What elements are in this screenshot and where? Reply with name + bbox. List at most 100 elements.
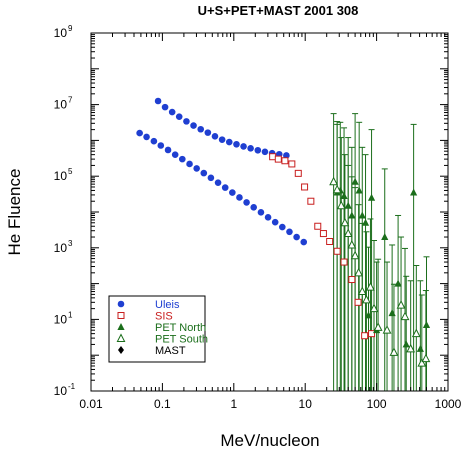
y-tick-label: 10 xyxy=(54,169,68,183)
uleis-point xyxy=(193,165,200,172)
sis-point xyxy=(301,183,309,191)
uleis-point xyxy=(204,129,212,136)
y-tick-label: 10 xyxy=(54,26,68,40)
pet-north-point xyxy=(388,309,396,317)
uleis-point xyxy=(168,108,176,116)
y-tick-label: 10 xyxy=(54,312,68,326)
pet-north-point xyxy=(348,211,356,219)
uleis-point xyxy=(154,97,162,105)
uleis-point xyxy=(207,174,215,182)
uleis-point xyxy=(171,151,179,158)
plot-area xyxy=(136,97,431,391)
sis-point xyxy=(307,197,315,205)
y-tick-exponent: 7 xyxy=(68,96,73,105)
legend-marker-pet-north xyxy=(117,323,125,330)
sis-point xyxy=(340,258,348,266)
pet-north-point xyxy=(351,177,359,185)
pet-north-point xyxy=(367,193,376,201)
pet-south-point xyxy=(357,286,367,296)
pet-south-point xyxy=(396,300,406,309)
pet-north-point xyxy=(361,218,370,226)
uleis-point xyxy=(136,129,143,137)
uleis-point xyxy=(247,145,254,152)
sis-point xyxy=(274,155,282,163)
uleis-point xyxy=(211,133,219,140)
x-tick-label: 0.1 xyxy=(154,397,171,411)
x-tick-label: 100 xyxy=(367,397,387,411)
sis-point xyxy=(314,222,322,230)
x-tick-label: 1000 xyxy=(435,397,462,411)
legend-marker-uleis xyxy=(117,300,125,308)
uleis-point xyxy=(243,199,250,206)
sis-point xyxy=(319,230,327,238)
legend-label: PET North xyxy=(155,322,206,334)
pet-south-point xyxy=(347,239,357,249)
pet-south-point xyxy=(406,343,416,353)
uleis-point xyxy=(300,238,308,246)
pet-north-point xyxy=(422,320,431,328)
pet-north-point xyxy=(381,233,389,241)
pet-south-point xyxy=(421,353,431,363)
legend-box xyxy=(108,295,206,363)
uleis-point xyxy=(257,209,265,216)
uleis-point xyxy=(164,146,172,154)
pet-south-point xyxy=(361,294,371,304)
pet-south-point xyxy=(366,281,375,291)
pet-north-point xyxy=(344,201,352,209)
pet-south-point xyxy=(329,176,339,186)
y-tick-exponent: 9 xyxy=(68,24,73,33)
pet-north-point xyxy=(340,191,348,199)
pet-south-point xyxy=(340,217,350,227)
uleis-point xyxy=(218,136,226,143)
uleis-point xyxy=(283,152,290,159)
pet-south-point xyxy=(350,250,360,260)
pet-south-point xyxy=(389,347,399,356)
uleis-point xyxy=(254,146,262,154)
legend-marker-sis xyxy=(117,312,125,319)
sis-point xyxy=(348,276,356,284)
uleis-point xyxy=(186,160,193,168)
uleis-point xyxy=(157,142,165,149)
uleis-point xyxy=(150,137,158,145)
pet-north-point xyxy=(402,340,410,348)
uleis-point xyxy=(279,223,286,231)
pet-north-point xyxy=(364,311,373,319)
uleis-point xyxy=(225,138,233,146)
uleis-point xyxy=(261,148,269,156)
uleis-point xyxy=(214,179,222,186)
uleis-point xyxy=(286,228,293,236)
pet-south-point xyxy=(336,200,346,210)
pet-south-point xyxy=(417,358,427,367)
sis-point xyxy=(333,247,341,255)
uleis-point xyxy=(271,218,279,226)
sis-point xyxy=(281,157,289,165)
pet-south-point xyxy=(369,303,379,313)
y-tick-label: 10 xyxy=(54,384,68,398)
x-axis-label: MeV/nucleon xyxy=(220,431,319,450)
pet-south-point xyxy=(382,325,392,334)
x-tick-label: 0.01 xyxy=(79,397,103,411)
legend-marker-pet-south xyxy=(116,333,126,342)
pet-north-point xyxy=(394,279,402,287)
y-tick-exponent: 3 xyxy=(68,239,73,248)
uleis-point xyxy=(197,125,205,133)
pet-south-point xyxy=(332,184,342,194)
pet-south-point xyxy=(400,311,410,321)
uleis-point xyxy=(236,194,243,201)
y-tick-exponent: 5 xyxy=(68,167,73,176)
sis-point xyxy=(269,153,277,161)
x-tick-label: 1 xyxy=(230,397,237,411)
uleis-point xyxy=(240,143,247,150)
uleis-point xyxy=(221,184,229,191)
uleis-point xyxy=(179,155,186,163)
uleis-point xyxy=(229,189,236,196)
uleis-point xyxy=(200,169,208,177)
legend-label: PET South xyxy=(155,334,208,346)
y-tick-exponent: -1 xyxy=(68,382,76,391)
pet-north-point xyxy=(410,188,418,196)
uleis-point xyxy=(175,113,183,120)
pet-north-point xyxy=(416,344,424,352)
